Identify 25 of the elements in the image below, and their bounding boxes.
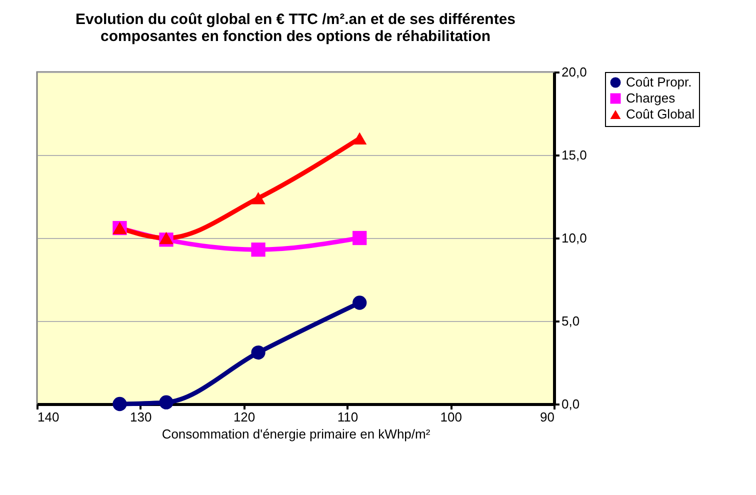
x-tick-label: 120 (233, 410, 256, 424)
point (251, 345, 266, 360)
x-tick-label: 130 (130, 410, 152, 424)
y-tick-label: 10,0 (562, 230, 587, 246)
y-tick-label: 5,0 (562, 314, 580, 328)
x-tick-label: 110 (337, 410, 358, 424)
point (352, 132, 367, 145)
point (159, 232, 174, 244)
chart-title: Evolution du coût global en € TTC /m².an et de ses différentes composantes en fonction des options de réhabilitation (75, 11, 516, 45)
x-tick-label: 100 (440, 410, 462, 424)
point (159, 395, 174, 410)
point (251, 192, 266, 204)
x-tick-label: 140 (38, 410, 60, 424)
y-tick-label: 0,0 (562, 396, 580, 412)
point (352, 296, 367, 310)
x-axis-title: Consommation d'énergie primaire en kWhp/m² (162, 426, 431, 442)
legend-label: Charges (626, 90, 676, 106)
x-tick-label: 90 (540, 410, 554, 424)
y-tick-label: 15,0 (562, 148, 587, 162)
legend-label: Coût Global (626, 106, 695, 122)
legend-label: Coût Propr. (626, 74, 692, 90)
point (251, 242, 266, 257)
y-tick-label: 20,0 (562, 64, 587, 80)
point (352, 230, 367, 246)
point (112, 396, 127, 412)
